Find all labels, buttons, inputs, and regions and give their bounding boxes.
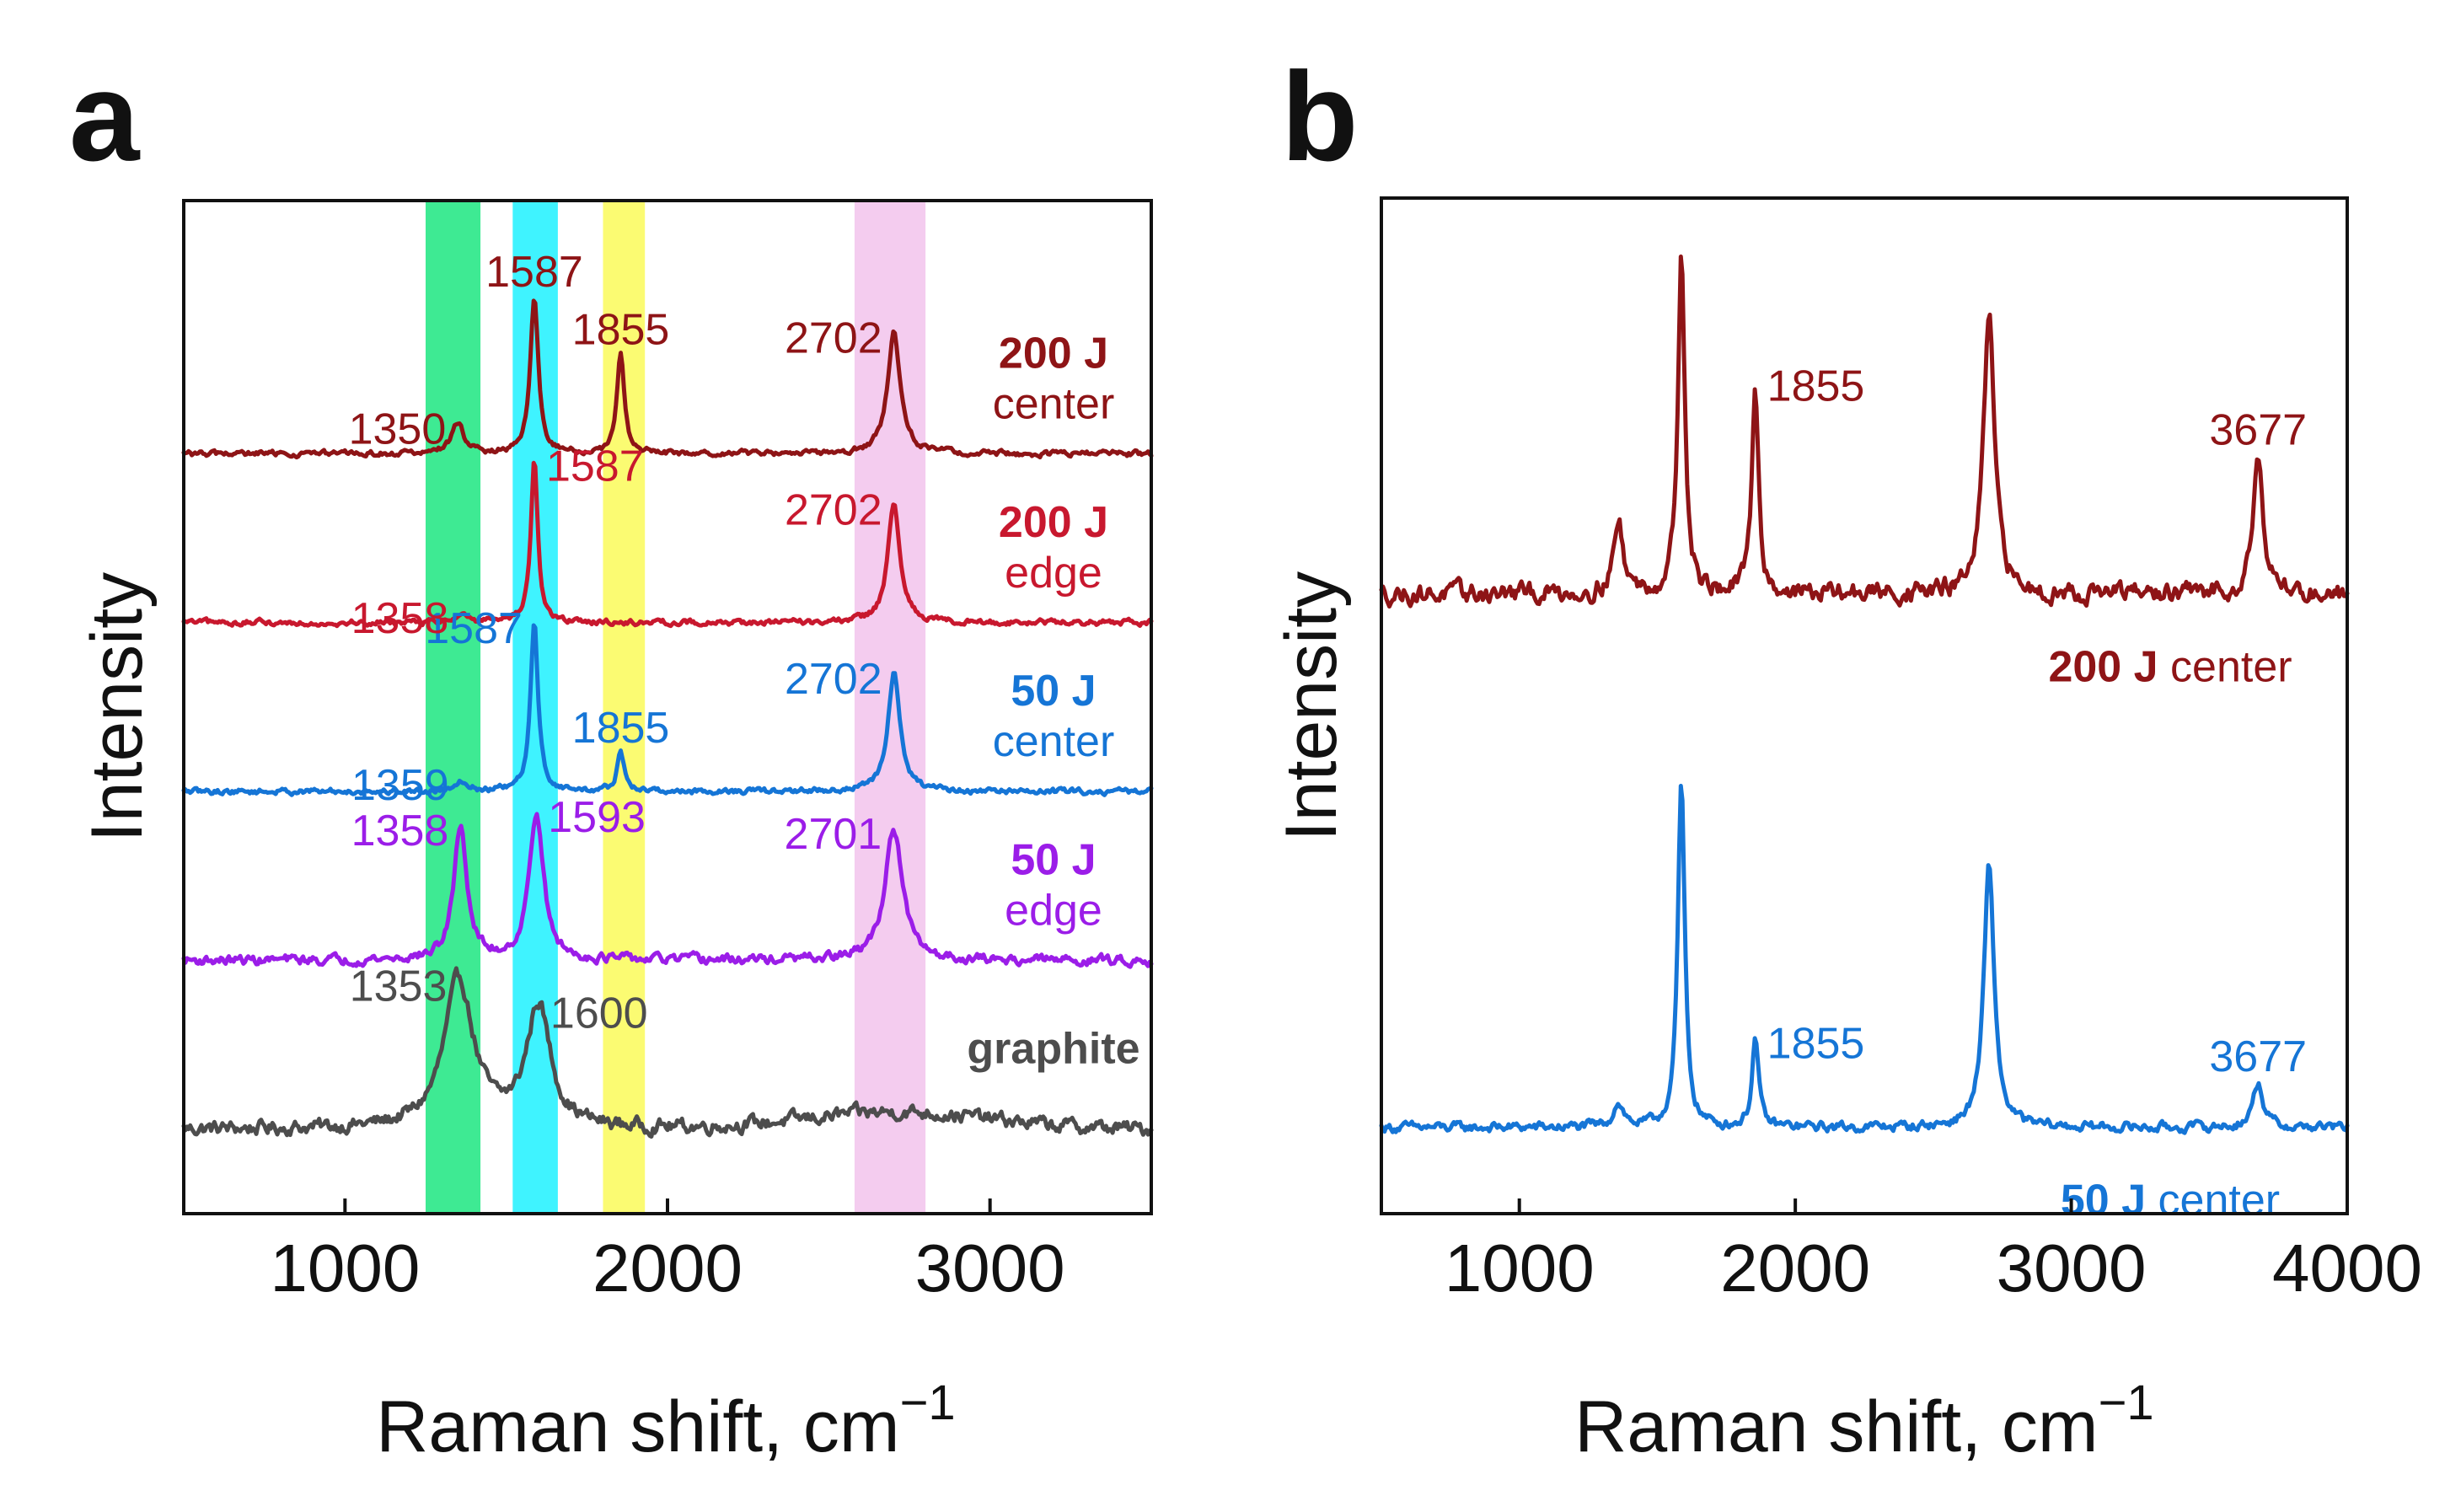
peak-label-200-j-edge-1587: 1587 [546,442,644,491]
peak-label-50-j-center-1855: 1855 [572,704,670,753]
panel-b-x-axis-title-superscript: −1 [2099,1375,2154,1430]
panel-a-y-axis-title: Intensity [77,572,158,842]
spectrum-200-j-edge [181,460,1154,629]
spectrum-200-j-center [181,298,1154,460]
panel-b-peak-annotations: 1855 3677 1855 3677 [1767,362,2307,1080]
spectrum-graphite [181,966,1154,1139]
peak-label-200-j-center-1587: 1587 [485,248,583,297]
panel-a-x-axis-title: Raman shift, cm−1 [376,1375,955,1467]
series-label-50-j-center: 50 J center [2061,1176,2280,1225]
series-label-200-j-edge-line-1: 200 J [999,498,1108,547]
spectrum-50-j-edge [181,812,1154,969]
panel-b-x-axis-title-text: Raman shift, cm [1574,1386,2098,1467]
peak-label-50-j-center-1359: 1359 [351,761,449,810]
peak-label-graphite-1353: 1353 [350,962,448,1011]
panel-b-x-ticks: 1000 2000 3000 4000 [1445,1198,2422,1306]
panel-b-plot-frame [1380,196,2349,1215]
panel-b-spectra [1379,255,2350,1135]
panel-b-x-axis-title: Raman shift, cm−1 [1574,1375,2153,1467]
spectrum-50-j-center [181,623,1154,797]
series-label-bold: 50 J [2061,1176,2146,1225]
peak-label-50-j-edge-2701: 2701 [785,810,882,859]
peak-label-200-j-edge-2702: 2702 [785,486,882,535]
series-label-rest: center [2158,642,2292,691]
series-label-50-j-edge-line-2: edge [1005,886,1102,935]
panel-a-letter: a [69,46,141,187]
panel-a-x-axis-title-text: Raman shift, cm [376,1386,899,1467]
panel-a-spectra [181,298,1154,1139]
peak-label-50-j-center-1855: 1855 [1767,1020,1865,1069]
panel-b-y-axis-title: Intensity [1271,571,1352,841]
highlight-band-1 [426,201,481,1214]
panel-a-x-axis-title-superscript: −1 [900,1375,956,1430]
x-tick-label-1000: 1000 [270,1231,420,1306]
peak-label-200-j-center-2702: 2702 [785,314,882,362]
spectrum-200-j-center [1379,255,2350,609]
peak-label-50-j-edge-1358: 1358 [351,807,449,855]
series-label-50-j-edge-line-1: 50 J [1011,835,1096,884]
series-label-200-j-center-line-2: center [993,379,1115,428]
panel-a-x-ticks: 1000 2000 3000 [270,1198,1065,1306]
x-tick-label-3000: 3000 [1997,1231,2147,1306]
x-tick-label-4000: 4000 [2272,1231,2422,1306]
peak-label-200-j-center-1855: 1855 [572,305,670,354]
peak-label-200-j-center-1855: 1855 [1767,362,1865,410]
peak-label-200-j-center-1350: 1350 [349,405,447,453]
x-tick-label-1000: 1000 [1445,1231,1595,1306]
series-label-50-j-center-line-1: 50 J [1011,667,1096,716]
series-label-50-j-center-line-2: center [993,717,1115,766]
series-label-graphite-line-1: graphite [967,1025,1139,1074]
series-label-bold: 200 J [2048,642,2158,691]
series-label-200-j-edge-line-2: edge [1005,549,1102,598]
series-label-rest: center [2146,1176,2280,1225]
panel-a-peak-annotations: 1353 1600 1358 1593 2701 1359 1587 1855 2702 1358… [349,248,882,1037]
series-label-200-j-center: 200 J center [2048,642,2292,691]
peak-label-50-j-center-2702: 2702 [785,655,882,704]
peak-label-200-j-edge-1358: 1358 [351,594,449,643]
peak-label-graphite-1600: 1600 [550,989,648,1038]
peak-label-50-j-center-1587: 1587 [425,604,523,653]
peak-label-200-j-center-3677: 3677 [2209,405,2307,454]
peak-label-50-j-edge-1593: 1593 [548,793,646,842]
x-tick-label-3000: 3000 [915,1231,1065,1306]
peak-label-50-j-center-3677: 3677 [2209,1032,2307,1081]
x-tick-label-2000: 2000 [592,1231,743,1306]
panel-b-letter: b [1281,46,1359,187]
spectrum-50-j-center [1379,784,2350,1135]
series-label-200-j-center-line-1: 200 J [999,329,1108,378]
x-tick-label-2000: 2000 [1720,1231,1870,1306]
